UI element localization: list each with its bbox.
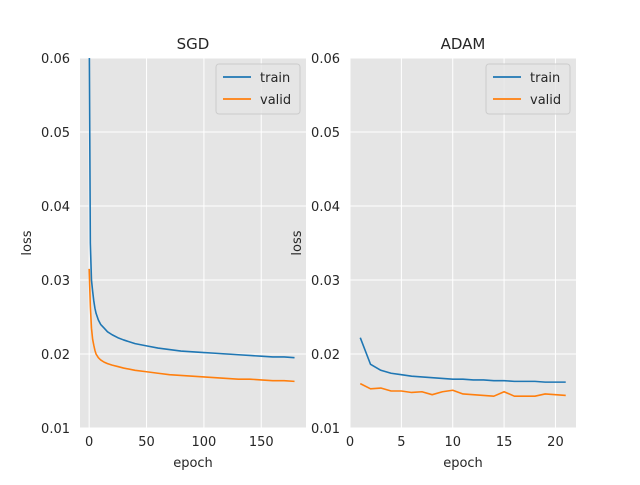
y-tick-label: 0.05 <box>41 126 70 141</box>
series-group <box>359 337 566 397</box>
x-axis-label: epoch <box>443 456 483 471</box>
x-tick-label: 100 <box>191 435 216 450</box>
legend-label-train: train <box>530 71 560 86</box>
y-tick-label: 0.06 <box>311 52 340 67</box>
legend: train valid <box>215 63 301 115</box>
y-tick-label: 0.01 <box>41 422 70 437</box>
y-tick-label: 0.06 <box>41 52 70 67</box>
legend-label-valid: valid <box>530 93 561 108</box>
x-tick-label: 5 <box>397 435 405 450</box>
series-group <box>88 58 295 383</box>
y-tick-label: 0.02 <box>311 348 340 363</box>
legend: train valid <box>485 63 571 115</box>
x-tick-label: 15 <box>496 435 513 450</box>
y-tick-label: 0.04 <box>311 200 340 215</box>
y-tick-label: 0.05 <box>311 126 340 141</box>
series-line-train <box>88 58 295 359</box>
series-line-valid <box>359 382 566 397</box>
legend-label-valid: valid <box>260 93 291 108</box>
y-tick-label: 0.03 <box>311 274 340 289</box>
x-tick-label: 20 <box>547 435 564 450</box>
x-tick-label: 50 <box>138 435 155 450</box>
y-tick-label: 0.04 <box>41 200 70 215</box>
chart-title: ADAM <box>441 35 486 53</box>
legend-label-train: train <box>260 71 290 86</box>
x-tick-label: 10 <box>444 435 461 450</box>
y-tick-label: 0.02 <box>41 348 70 363</box>
series-line-train <box>359 337 566 383</box>
x-tick-label: 150 <box>249 435 274 450</box>
series-line-valid <box>88 268 295 383</box>
y-axis-label: loss <box>20 230 35 255</box>
x-tick-label: 0 <box>346 435 354 450</box>
chart-title: SGD <box>177 35 210 53</box>
chart-panel-0: 0 50 100 150 0.01 0.02 0.03 0.04 0.05 0.06 SGD epoc… <box>20 35 306 471</box>
x-tick-label: 0 <box>85 435 93 450</box>
y-axis-label: loss <box>290 230 305 255</box>
y-tick-label: 0.01 <box>311 422 340 437</box>
chart-panel-1: 0 5 10 15 20 0.01 0.02 0.03 0.04 0.05 0.06 ADAM epoc… <box>290 35 576 471</box>
plot-area <box>350 58 576 428</box>
x-axis-label: epoch <box>173 456 213 471</box>
y-tick-label: 0.03 <box>41 274 70 289</box>
